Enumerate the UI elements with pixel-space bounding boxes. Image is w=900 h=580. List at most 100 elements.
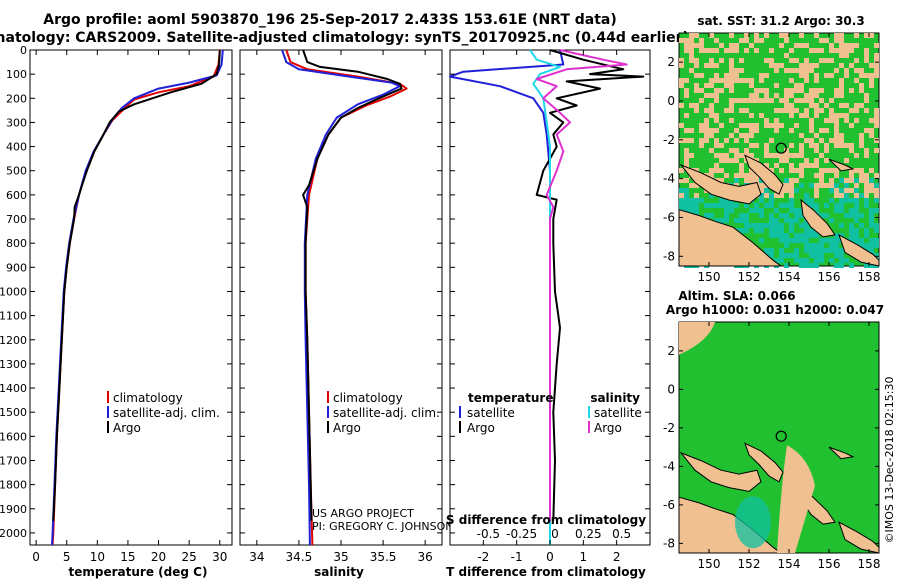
sst-cell (729, 68, 734, 73)
sst-cell (789, 208, 794, 213)
sst-cell (814, 253, 819, 258)
sst-cell (804, 113, 809, 118)
sst-cell (874, 68, 879, 73)
sst-cell (679, 63, 684, 68)
series-line-satellite (281, 49, 401, 546)
sst-cell (869, 168, 874, 173)
sst-cell (684, 158, 689, 163)
sst-cell (794, 68, 799, 73)
y-tick-label: 400 (6, 141, 27, 154)
sst-cell (709, 173, 714, 178)
sst-cell (689, 183, 694, 188)
sst-cell (834, 248, 839, 253)
sst-cell (699, 73, 704, 78)
sst-cell (729, 63, 734, 68)
sst-cell (719, 203, 724, 208)
sst-cell (859, 178, 864, 183)
sst-cell (759, 188, 764, 193)
sst-cell (754, 143, 759, 148)
sst-cell (779, 193, 784, 198)
sst-cell (819, 88, 824, 93)
sst-cell (719, 123, 724, 128)
sla-map-subtitle: Argo h1000: 0.031 h2000: 0.047 (666, 303, 884, 317)
sst-cell (739, 38, 744, 43)
sst-cell (764, 203, 769, 208)
sst-cell (849, 88, 854, 93)
sst-cell (849, 123, 854, 128)
sst-cell (864, 128, 869, 133)
map-y-tick-label: -2 (663, 133, 675, 147)
sst-cell (874, 223, 879, 228)
sst-cell (739, 123, 744, 128)
sst-cell (854, 118, 859, 123)
sst-cell (779, 223, 784, 228)
sst-cell (854, 193, 859, 198)
sst-cell (724, 218, 729, 223)
imos-timestamp: ©IMOS 13-Dec-2018 02:15:30 (883, 377, 896, 544)
sst-cell (819, 138, 824, 143)
sst-cell (749, 83, 754, 88)
sst-cell (869, 248, 874, 253)
sst-cell (754, 123, 759, 128)
sst-cell (729, 43, 734, 48)
salinity-xlabel: salinity (314, 565, 364, 579)
sst-cell (819, 173, 824, 178)
sst-cell (769, 168, 774, 173)
sst-cell (684, 148, 689, 153)
sst-cell (784, 88, 789, 93)
sst-cell (839, 53, 844, 58)
sst-cell (744, 138, 749, 143)
sst-cell (804, 73, 809, 78)
sst-cell (874, 123, 879, 128)
sst-cell (794, 58, 799, 63)
sst-cell (789, 108, 794, 113)
sst-cell (784, 103, 789, 108)
sst-cell (699, 98, 704, 103)
sst-cell (734, 173, 739, 178)
sla-map-title: Altim. SLA: 0.066 (678, 289, 795, 303)
sst-cell (829, 188, 834, 193)
sst-cell (789, 48, 794, 53)
sst-cell (789, 238, 794, 243)
sst-cell (819, 238, 824, 243)
sst-cell (874, 113, 879, 118)
sst-cell (744, 38, 749, 43)
sst-cell (724, 173, 729, 178)
y-tick-label: 200 (6, 92, 27, 105)
sst-cell (774, 83, 779, 88)
sst-cell (759, 73, 764, 78)
sst-cell (819, 38, 824, 43)
sst-cell (854, 108, 859, 113)
sst-cell (764, 58, 769, 63)
sst-cell (814, 88, 819, 93)
sst-cell (844, 193, 849, 198)
sst-cell (774, 218, 779, 223)
sst-cell (829, 238, 834, 243)
sst-cell (844, 113, 849, 118)
sst-cell (694, 168, 699, 173)
sst-cell (769, 253, 774, 258)
sst-cell (834, 33, 839, 38)
sst-cell (809, 128, 814, 133)
sst-cell (709, 148, 714, 153)
sst-cell (779, 213, 784, 218)
sst-cell (829, 243, 834, 248)
sst-cell (789, 253, 794, 258)
sst-cell (769, 228, 774, 233)
sst-cell (839, 103, 844, 108)
sst-cell (759, 213, 764, 218)
difference-legend-salinity-header: salinity (590, 391, 640, 405)
sst-cell (814, 248, 819, 253)
sst-cell (719, 43, 724, 48)
sst-cell (734, 98, 739, 103)
sst-cell (839, 33, 844, 38)
sst-cell (679, 83, 684, 88)
map-y-tick-label: -6 (663, 498, 675, 512)
sst-cell (859, 243, 864, 248)
sst-cell (789, 103, 794, 108)
sst-cell (814, 243, 819, 248)
sst-cell (799, 73, 804, 78)
landmass (679, 163, 762, 205)
sst-cell (839, 248, 844, 253)
map-x-tick-label: 156 (818, 557, 841, 571)
